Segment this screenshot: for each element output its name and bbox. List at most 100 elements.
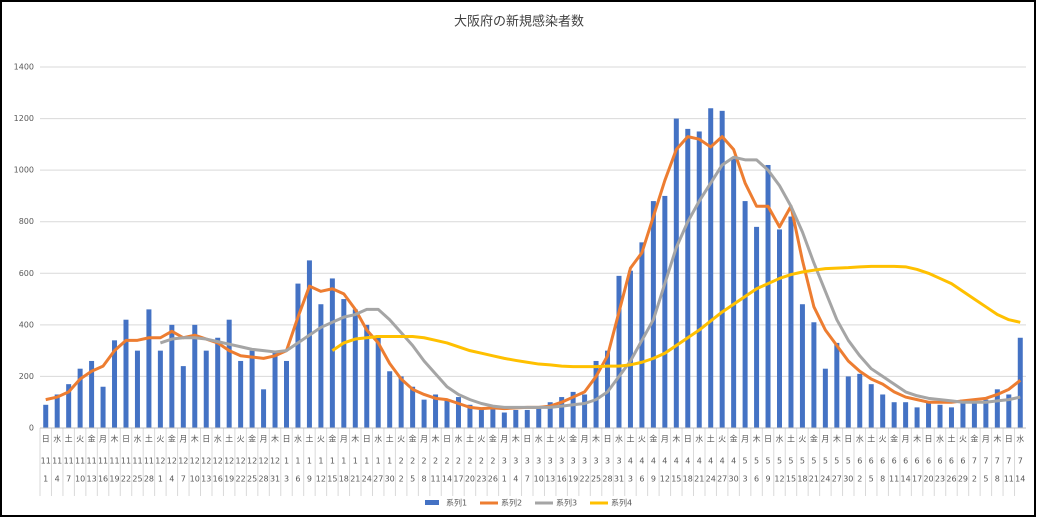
- x-day-label: 24: [820, 475, 830, 484]
- x-month-label: 12: [258, 457, 268, 466]
- x-weekday-label: 金: [569, 434, 577, 444]
- x-month-label: 2: [467, 457, 472, 466]
- bar: [43, 404, 49, 428]
- bar: [799, 304, 805, 428]
- x-month-label: 2: [410, 457, 415, 466]
- x-month-label: 11: [98, 457, 108, 466]
- x-weekday-label: 月: [661, 435, 669, 444]
- x-weekday-label: 火: [879, 435, 887, 444]
- y-tick-label: 200: [19, 372, 34, 381]
- bar: [66, 384, 72, 428]
- bar: [478, 409, 484, 428]
- x-month-label: 5: [823, 457, 828, 466]
- x-weekday-label: 木: [913, 434, 921, 444]
- x-month-label: 1: [364, 457, 369, 466]
- x-day-label: 19: [109, 475, 119, 484]
- x-weekday-label: 日: [202, 435, 210, 444]
- bar: [89, 360, 95, 428]
- x-month-label: 11: [121, 457, 131, 466]
- x-weekday-label: 金: [970, 434, 978, 444]
- bar: [845, 376, 851, 428]
- x-weekday-label: 火: [798, 435, 806, 444]
- bar: [582, 394, 588, 428]
- legend-label: 系列4: [611, 498, 632, 508]
- bar: [616, 275, 622, 428]
- x-weekday-label: 土: [546, 434, 554, 444]
- bar: [284, 360, 289, 428]
- x-month-label: 2: [433, 457, 438, 466]
- bar: [903, 402, 909, 428]
- x-day-label: 4: [169, 475, 174, 484]
- x-month-label: 3: [502, 457, 507, 466]
- x-day-label: 17: [453, 475, 463, 484]
- x-weekday-label: 月: [902, 435, 910, 444]
- x-weekday-label: 土: [626, 434, 634, 444]
- x-weekday-label: 金: [649, 434, 657, 444]
- x-weekday-label: 木: [111, 434, 119, 444]
- bar: [777, 229, 782, 428]
- y-tick-label: 600: [19, 269, 34, 278]
- x-day-label: 1: [43, 475, 48, 484]
- x-month-label: 3: [513, 457, 518, 466]
- x-day-label: 9: [765, 475, 770, 484]
- bar: [146, 309, 152, 428]
- y-tick-label: 1000: [14, 166, 34, 175]
- x-month-label: 5: [811, 457, 816, 466]
- bar: [673, 118, 679, 429]
- x-weekday-label: 日: [283, 435, 291, 444]
- x-day-label: 22: [121, 475, 131, 484]
- x-month-label: 3: [594, 457, 599, 466]
- x-weekday-label: 火: [718, 435, 726, 444]
- x-weekday-label: 水: [214, 434, 222, 444]
- x-month-label: 3: [582, 457, 587, 466]
- x-month-label: 12: [201, 457, 211, 466]
- bar: [754, 226, 760, 428]
- x-day-label: 14: [1015, 475, 1025, 484]
- bar: [536, 407, 542, 428]
- x-day-label: 25: [247, 475, 257, 484]
- bar: [364, 324, 370, 428]
- x-weekday-label: 木: [512, 434, 520, 444]
- x-day-label: 28: [602, 475, 612, 484]
- bar: [215, 337, 221, 428]
- legend-label: 系列2: [501, 498, 522, 508]
- bar: [570, 391, 576, 428]
- bar: [123, 319, 129, 428]
- x-month-label: 4: [685, 457, 690, 466]
- x-month-label: 5: [788, 457, 793, 466]
- x-day-label: 16: [557, 475, 567, 484]
- bar: [375, 335, 381, 428]
- x-month-label: 11: [144, 457, 154, 466]
- x-day-label: 20: [465, 475, 475, 484]
- x-day-label: 2: [399, 475, 404, 484]
- x-day-label: 26: [946, 475, 956, 484]
- x-month-label: 1: [284, 457, 289, 466]
- x-day-label: 15: [327, 475, 337, 484]
- bar: [203, 350, 209, 428]
- bar: [54, 394, 60, 428]
- x-day-label: 12: [774, 475, 784, 484]
- x-day-label: 28: [258, 475, 268, 484]
- bar: [627, 270, 633, 428]
- x-month-label: 5: [800, 457, 805, 466]
- x-day-label: 31: [614, 475, 624, 484]
- x-weekday-label: 日: [122, 435, 130, 444]
- x-day-label: 2: [972, 475, 977, 484]
- x-day-label: 24: [706, 475, 716, 484]
- x-weekday-label: 水: [856, 434, 864, 444]
- x-day-label: 11: [430, 475, 440, 484]
- x-day-label: 18: [797, 475, 807, 484]
- legend-label: 系列1: [446, 498, 467, 508]
- x-weekday-label: 土: [305, 434, 313, 444]
- x-month-label: 1: [330, 457, 335, 466]
- x-month-label: 11: [52, 457, 62, 466]
- x-month-label: 12: [213, 457, 223, 466]
- bar: [249, 350, 255, 428]
- bar: [868, 384, 874, 428]
- x-month-label: 11: [64, 457, 74, 466]
- x-day-label: 27: [717, 475, 727, 484]
- y-tick-label: 0: [29, 424, 34, 433]
- bar: [719, 110, 725, 428]
- bar: [834, 342, 840, 428]
- x-month-label: 3: [559, 457, 564, 466]
